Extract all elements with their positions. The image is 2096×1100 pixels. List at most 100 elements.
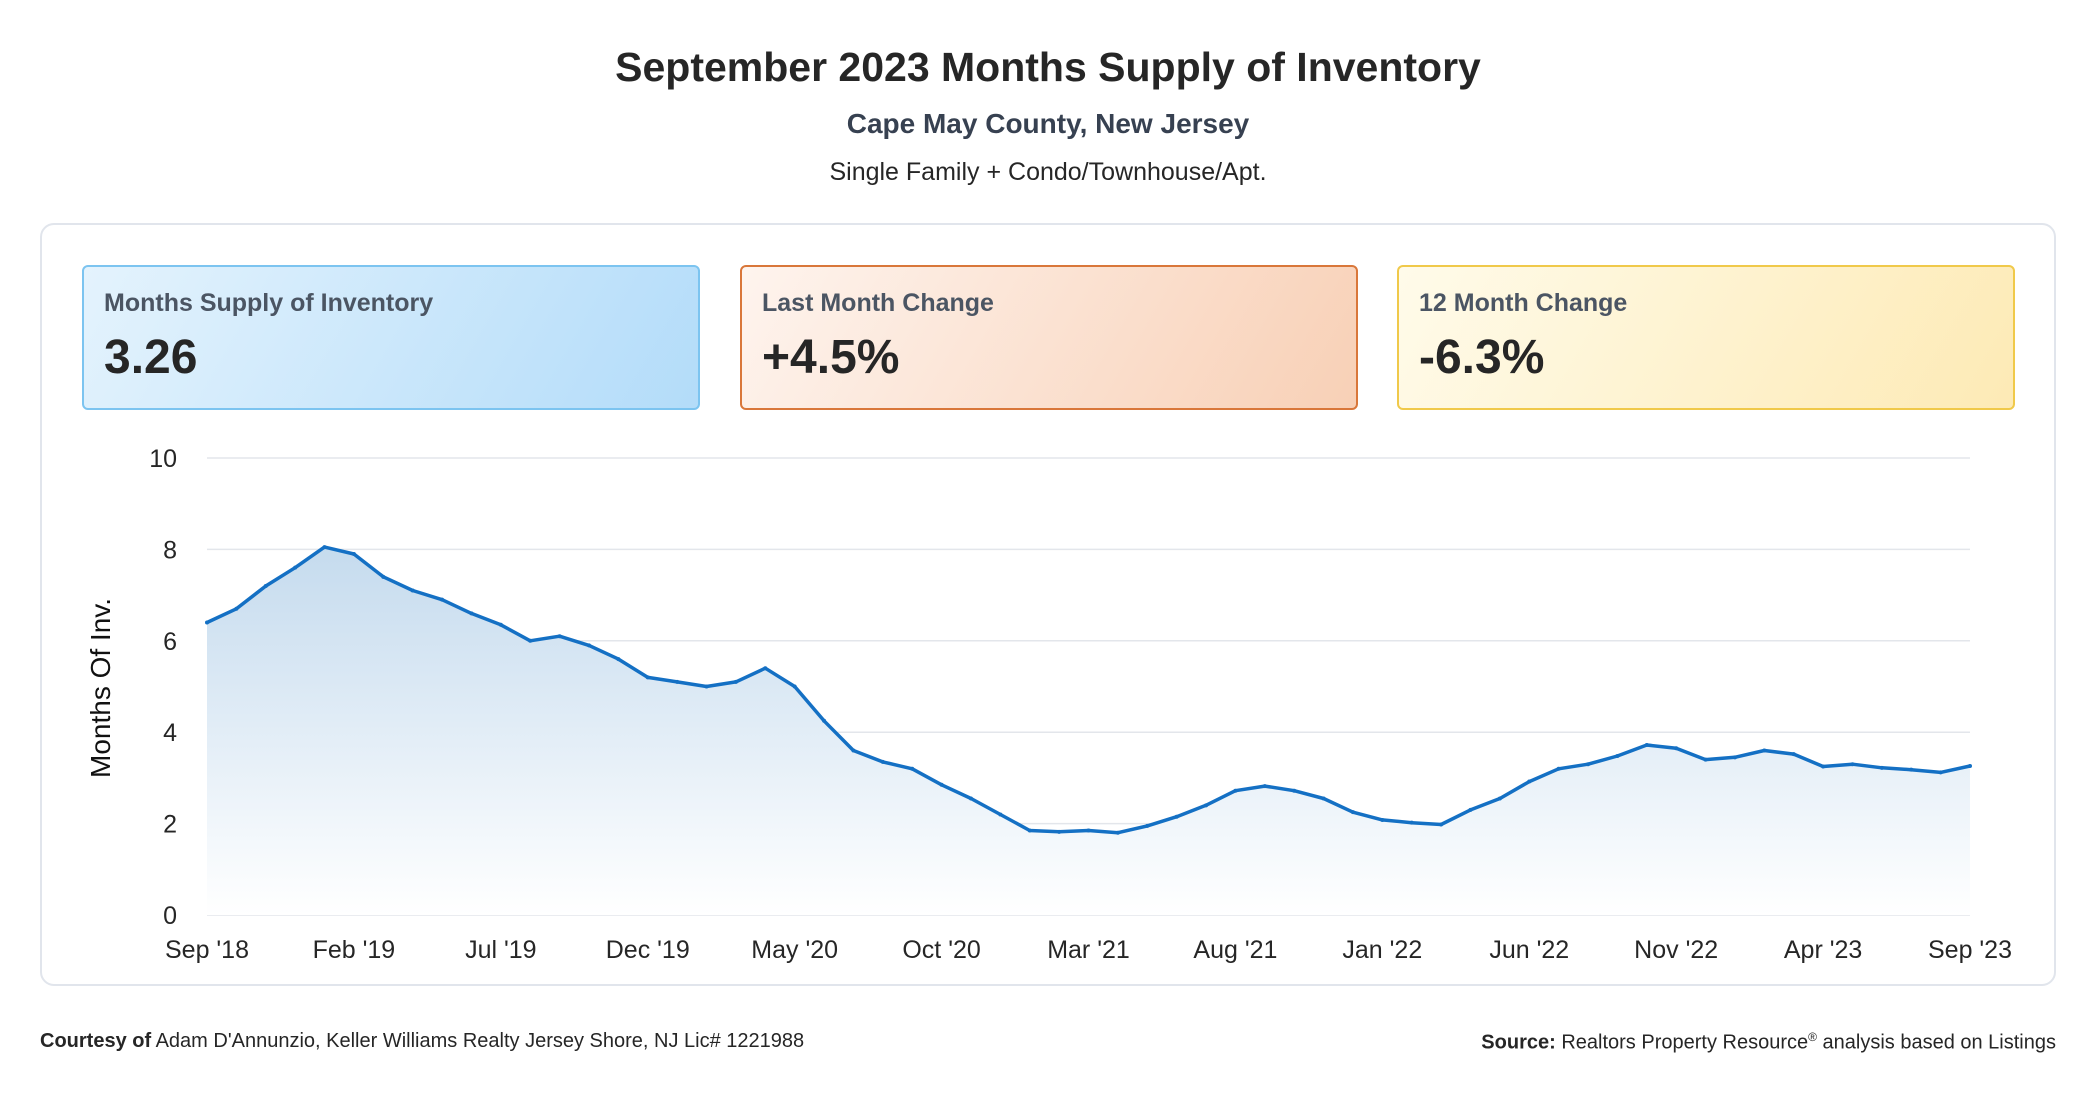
data-point xyxy=(733,679,738,684)
source-text-suffix: analysis based on Listings xyxy=(1816,1031,2057,1054)
courtesy-label: Courtesy of xyxy=(40,1030,152,1052)
x-tick-label: Sep '18 xyxy=(165,936,249,964)
data-point xyxy=(704,684,709,689)
data-point xyxy=(440,597,445,602)
data-point xyxy=(675,679,680,684)
data-point xyxy=(1350,810,1355,815)
y-tick-label: 0 xyxy=(163,902,177,930)
data-point xyxy=(1409,820,1414,825)
data-point xyxy=(1057,829,1062,834)
x-tick-label: Jun '22 xyxy=(1489,936,1569,964)
data-point xyxy=(1850,762,1855,767)
data-point xyxy=(910,766,915,771)
series-area xyxy=(207,547,1970,915)
data-point xyxy=(1879,765,1884,770)
data-point xyxy=(1439,822,1444,827)
data-point xyxy=(1556,766,1561,771)
x-tick-label: Mar '21 xyxy=(1047,936,1130,964)
data-point xyxy=(1909,767,1914,772)
x-tick-label: Aug '21 xyxy=(1193,936,1277,964)
data-point xyxy=(351,551,356,556)
data-point xyxy=(1527,779,1532,784)
data-point xyxy=(792,684,797,689)
data-point xyxy=(263,583,268,588)
data-point xyxy=(939,782,944,787)
chart-title: September 2023 Months Supply of Inventor… xyxy=(615,44,1481,90)
chart-subtitle: Cape May County, New Jersey xyxy=(846,108,1250,139)
data-point xyxy=(998,812,1003,817)
data-point xyxy=(322,545,327,550)
registered-mark: ® xyxy=(1808,1030,1817,1044)
courtesy-text: Adam D'Annunzio, Keller Williams Realty … xyxy=(155,1030,805,1052)
stat-card-months-supply: Months Supply of Inventory 3.26 xyxy=(82,265,700,410)
data-point xyxy=(1468,807,1473,812)
data-point xyxy=(1262,784,1267,789)
y-tick-label: 4 xyxy=(163,719,177,747)
data-point xyxy=(1174,814,1179,819)
stat-label: 12 Month Change xyxy=(1419,289,1628,317)
data-point xyxy=(1791,752,1796,757)
data-point xyxy=(968,796,973,801)
data-point xyxy=(293,565,298,570)
x-tick-label: Feb '19 xyxy=(313,936,396,964)
y-axis-ticks: 0 2 4 6 8 10 xyxy=(149,445,177,930)
data-point xyxy=(205,620,209,625)
stat-value: +4.5% xyxy=(762,331,900,384)
data-point xyxy=(381,574,386,579)
stat-card-last-month-change: Last Month Change +4.5% xyxy=(740,265,1358,410)
x-tick-label: Sep '23 xyxy=(1928,936,2012,964)
data-point xyxy=(763,666,768,671)
data-point xyxy=(1821,764,1826,769)
source-text: Realtors Property Resource xyxy=(1561,1031,1809,1054)
stat-value: -6.3% xyxy=(1419,331,1545,384)
data-point xyxy=(645,675,650,680)
data-point xyxy=(1762,748,1767,753)
data-point xyxy=(1732,755,1737,760)
months-supply-chart: 0 2 4 6 8 10 Sep '18 Feb '19 Jul '19 Dec '19 May … xyxy=(85,445,2012,964)
source-label: Source: xyxy=(1481,1031,1556,1054)
data-point xyxy=(880,759,885,764)
x-tick-label: Nov '22 xyxy=(1634,936,1718,964)
data-point xyxy=(586,643,591,648)
data-point xyxy=(1380,817,1385,822)
x-axis-ticks: Sep '18 Feb '19 Jul '19 Dec '19 May '20 Oct '… xyxy=(165,936,2012,964)
data-point xyxy=(1321,796,1326,801)
y-tick-label: 8 xyxy=(163,536,177,564)
data-point xyxy=(1204,803,1209,808)
data-point xyxy=(557,634,562,639)
data-point xyxy=(498,622,503,627)
data-point xyxy=(234,606,239,611)
y-tick-label: 2 xyxy=(163,811,177,839)
stat-label: Months Supply of Inventory xyxy=(104,289,434,317)
data-point xyxy=(1145,823,1150,828)
data-point xyxy=(822,718,827,723)
data-point xyxy=(1086,828,1091,833)
data-point xyxy=(1615,753,1620,758)
data-point xyxy=(410,588,415,593)
data-point xyxy=(1674,746,1679,751)
data-point xyxy=(1938,770,1943,775)
stat-label: Last Month Change xyxy=(762,289,994,317)
stat-value: 3.26 xyxy=(104,331,198,384)
x-tick-label: Apr '23 xyxy=(1784,936,1862,964)
data-point xyxy=(1027,828,1032,833)
x-tick-label: Jul '19 xyxy=(465,936,536,964)
data-point xyxy=(1968,764,1972,769)
source-note: Source: Realtors Property Resource® anal… xyxy=(1481,1030,2056,1055)
x-tick-label: Dec '19 xyxy=(606,936,690,964)
y-tick-label: 10 xyxy=(149,445,177,473)
data-point xyxy=(1233,788,1238,793)
data-point xyxy=(1586,762,1591,767)
data-point xyxy=(1703,757,1708,762)
data-point xyxy=(469,611,474,616)
x-tick-label: Jan '22 xyxy=(1342,936,1422,964)
x-tick-label: Oct '20 xyxy=(902,936,980,964)
y-axis-label: Months Of Inv. xyxy=(85,598,116,778)
data-points xyxy=(205,545,1972,835)
property-segment: Single Family + Condo/Townhouse/Apt. xyxy=(829,158,1267,186)
data-point xyxy=(616,657,621,662)
y-tick-label: 6 xyxy=(163,628,177,656)
data-point xyxy=(1644,742,1649,747)
data-point xyxy=(528,638,533,643)
data-point xyxy=(1497,796,1502,801)
